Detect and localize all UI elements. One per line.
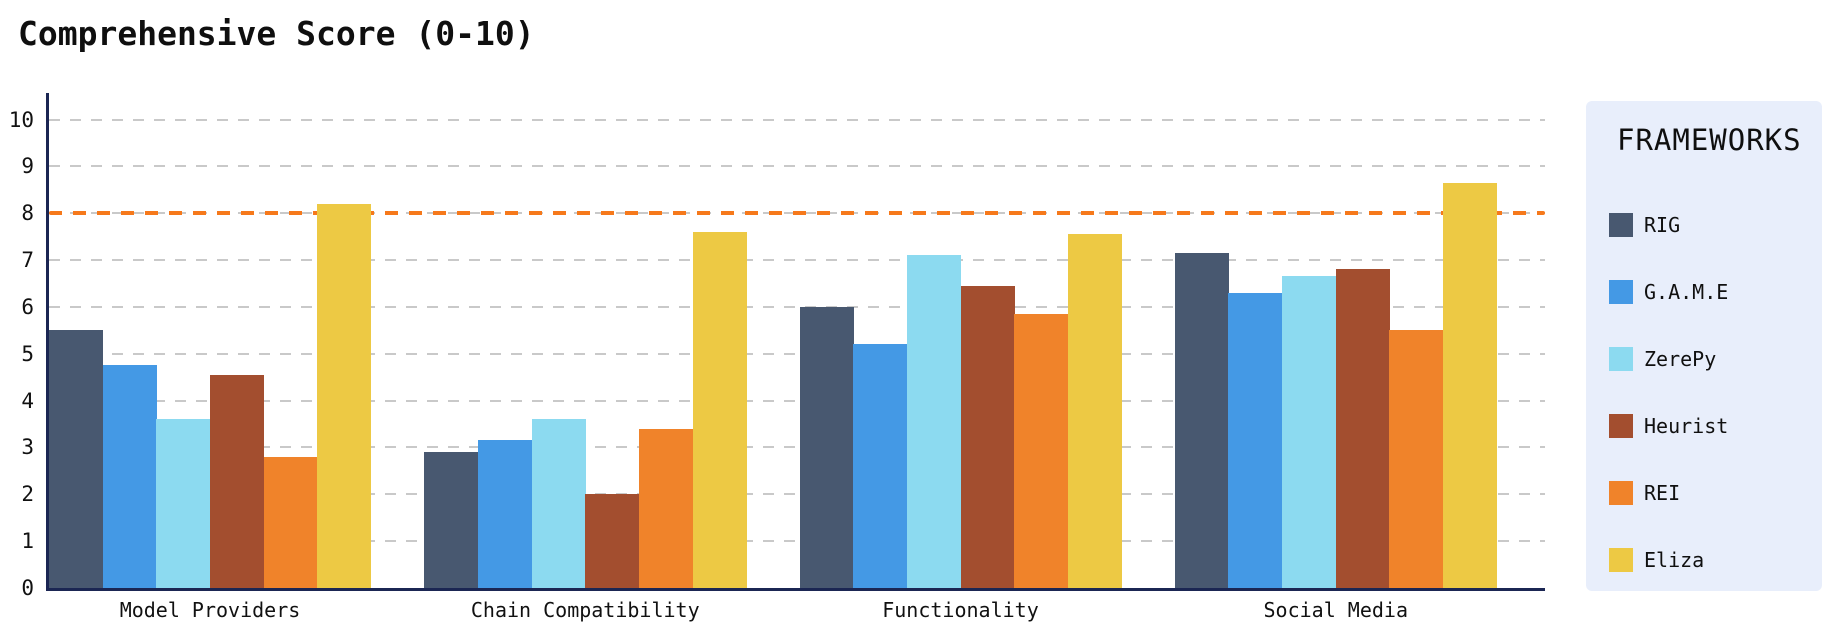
x-axis-line — [46, 588, 1545, 591]
bar-heurist-model-providers — [210, 374, 265, 588]
legend-label-g-a-m-e: G.A.M.E — [1644, 280, 1729, 304]
legend-swatch-rei — [1609, 481, 1633, 505]
legend-label-eliza: Eliza — [1644, 548, 1705, 572]
legend-item-rig: RIG — [1609, 213, 1806, 237]
gridline-5 — [49, 352, 1545, 355]
gridline-4 — [49, 399, 1545, 402]
legend-item-eliza: Eliza — [1609, 548, 1806, 572]
bar-zerepy-functionality — [906, 255, 961, 588]
legend-item-g-a-m-e: G.A.M.E — [1609, 280, 1806, 304]
bar-g-a-m-e-social-media — [1228, 292, 1283, 588]
bar-eliza-social-media — [1443, 182, 1498, 588]
y-tick-label-10: 10 — [8, 107, 34, 132]
bar-rei-chain-compatibility — [638, 428, 694, 588]
y-tick-label-1: 1 — [21, 529, 34, 554]
bar-rei-model-providers — [263, 456, 318, 588]
threshold-line — [49, 211, 1545, 216]
bar-zerepy-model-providers — [156, 419, 211, 588]
bar-zerepy-chain-compatibility — [531, 419, 586, 588]
gridline-7 — [49, 259, 1545, 262]
y-tick-label-4: 4 — [21, 388, 34, 413]
chart-title: Comprehensive Score (0-10) — [18, 14, 535, 53]
legend-item-zerepy: ZerePy — [1609, 347, 1806, 371]
gridline-6 — [49, 305, 1545, 308]
gridline-9 — [49, 165, 1545, 168]
legend-label-rig: RIG — [1644, 213, 1681, 237]
legend-label-heurist: Heurist — [1644, 414, 1729, 438]
gridline-1 — [49, 540, 1545, 543]
legend-items: RIG G.A.M.E ZerePy Heurist REI Eliza — [1609, 213, 1806, 572]
gridline-3 — [49, 446, 1545, 449]
bar-zerepy-social-media — [1282, 276, 1337, 588]
y-tick-label-8: 8 — [21, 201, 34, 226]
bar-rei-functionality — [1014, 313, 1069, 588]
y-axis-labels: 0 1 2 3 4 5 6 7 8 9 10 — [0, 95, 40, 601]
bar-rei-social-media — [1389, 330, 1444, 588]
y-tick-label-6: 6 — [21, 294, 34, 319]
legend-label-zerepy: ZerePy — [1644, 347, 1717, 371]
plot-area — [46, 93, 1545, 591]
bar-rig-functionality — [799, 306, 854, 588]
bar-rig-social-media — [1174, 253, 1229, 588]
legend-swatch-g-a-m-e — [1609, 280, 1633, 304]
bar-eliza-model-providers — [317, 203, 372, 588]
x-tick-label-model-providers: Model Providers — [119, 598, 301, 622]
legend-title: FRAMEWORKS — [1617, 123, 1802, 157]
legend-item-heurist: Heurist — [1609, 414, 1806, 438]
bar-g-a-m-e-model-providers — [102, 365, 157, 588]
bar-g-a-m-e-chain-compatibility — [477, 440, 533, 588]
y-tick-label-5: 5 — [21, 341, 34, 366]
x-tick-label-chain-compatibility: Chain Compatibility — [470, 598, 700, 622]
x-axis-labels: Model Providers Chain Compatibility Functi… — [49, 598, 1545, 628]
bar-eliza-chain-compatibility — [692, 231, 747, 588]
gridline-2 — [49, 493, 1545, 496]
bar-heurist-functionality — [960, 285, 1015, 588]
legend-item-rei: REI — [1609, 481, 1806, 505]
bar-g-a-m-e-functionality — [853, 344, 908, 588]
bar-rig-chain-compatibility — [424, 452, 479, 588]
y-tick-label-2: 2 — [21, 482, 34, 507]
legend-swatch-rig — [1609, 213, 1633, 237]
legend-panel: FRAMEWORKS RIG G.A.M.E ZerePy Heurist REI Eli… — [1586, 101, 1822, 591]
bar-rig-model-providers — [49, 330, 104, 588]
y-axis-line — [46, 93, 49, 591]
legend-label-rei: REI — [1644, 481, 1681, 505]
x-tick-label-social-media: Social Media — [1263, 598, 1409, 622]
bar-heurist-chain-compatibility — [585, 494, 640, 588]
y-tick-label-7: 7 — [21, 248, 34, 273]
legend-swatch-heurist — [1609, 414, 1633, 438]
y-tick-label-0: 0 — [21, 576, 34, 600]
bar-heurist-social-media — [1335, 269, 1390, 588]
y-tick-label-9: 9 — [21, 154, 34, 179]
x-tick-label-functionality: Functionality — [882, 598, 1039, 622]
legend-swatch-eliza — [1609, 548, 1633, 572]
legend-swatch-zerepy — [1609, 347, 1633, 371]
y-tick-label-3: 3 — [21, 435, 34, 460]
bar-eliza-functionality — [1067, 234, 1122, 588]
gridline-10 — [49, 118, 1545, 121]
